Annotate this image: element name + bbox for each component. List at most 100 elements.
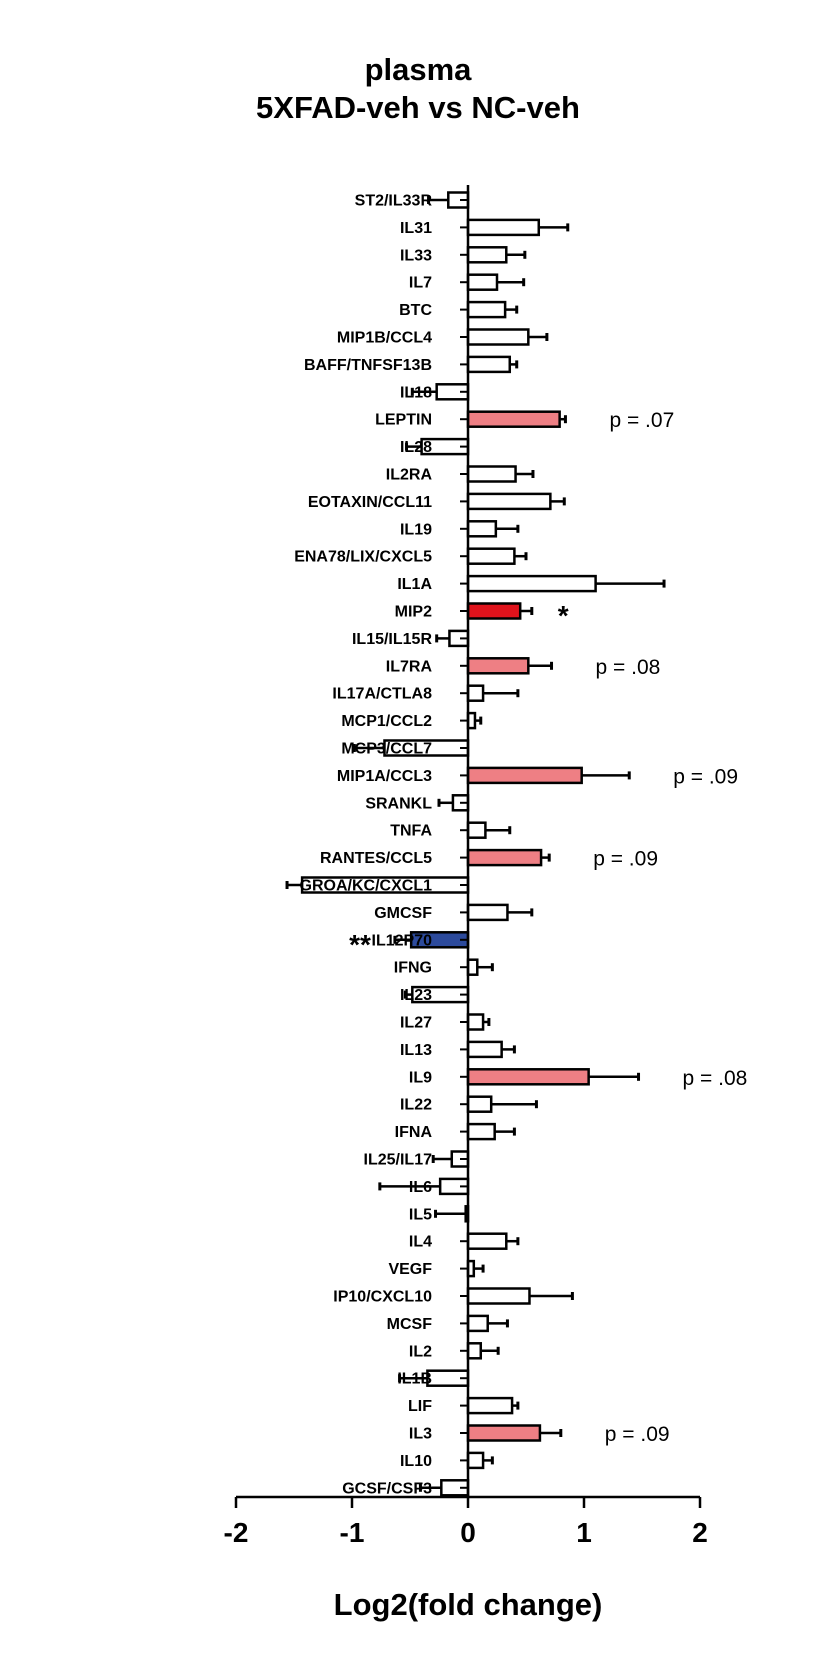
category-label-il12p70: IL12P70	[372, 932, 433, 949]
bar-baff-tnfsf13b	[466, 355, 512, 374]
category-label-mcp1-ccl2: MCP1/CCL2	[341, 713, 432, 730]
bar-mip1b-ccl4	[466, 328, 530, 346]
category-label-il33: IL33	[400, 247, 432, 264]
category-label-il9: IL9	[409, 1069, 432, 1086]
annotation-il7ra: p = .08	[596, 656, 661, 679]
axes-layer	[234, 185, 702, 1508]
category-label-ifng: IFNG	[394, 960, 432, 977]
bar-ifna	[466, 1122, 496, 1141]
bar-il19	[466, 520, 498, 538]
category-label-eotaxin-ccl11: EOTAXIN/CCL11	[308, 494, 432, 511]
bar-il4	[466, 1232, 508, 1250]
category-label-il7: IL7	[409, 275, 432, 292]
bar-il31	[466, 218, 541, 237]
bar-btc	[466, 300, 507, 319]
bar-ip10-cxcl10	[466, 1287, 531, 1305]
category-label-mcp3-ccl7: MCP3/CCL7	[341, 741, 432, 758]
labels-layer: ST2/IL33RIL31IL33IL7BTCMIP1B/CCL4BAFF/TN…	[224, 193, 748, 1549]
x-tick-label-minus-2: -2	[224, 1517, 249, 1548]
x-axis-title: Log2(fold change)	[334, 1587, 603, 1622]
bar-il7ra	[466, 657, 530, 675]
category-label-mip1a-ccl3: MIP1A/CCL3	[337, 768, 432, 785]
bar-mip2	[466, 602, 522, 620]
category-label-il28: IL28	[400, 439, 432, 456]
annotation-rantes-ccl5: p = .09	[593, 848, 658, 871]
bar-il2	[466, 1342, 483, 1360]
category-label-rantes-ccl5: RANTES/CCL5	[320, 850, 432, 867]
bar-mip1a-ccl3	[466, 766, 583, 785]
category-label-il15-il15r: IL15/IL15R	[352, 631, 432, 648]
category-label-st2-il33r: ST2/IL33R	[355, 193, 433, 210]
annotation-mip1a-ccl3: p = .09	[673, 765, 738, 788]
category-label-mip2: MIP2	[395, 604, 432, 621]
annotation-mip2: *	[558, 600, 569, 631]
category-label-il1b: IL1B	[397, 1371, 432, 1388]
bar-il10	[466, 1451, 485, 1470]
bar-il9	[466, 1068, 590, 1086]
category-label-il7ra: IL7RA	[386, 658, 433, 675]
category-label-mip1b-ccl4: MIP1B/CCL4	[337, 330, 432, 347]
category-label-baff-tnfsf13b: BAFF/TNFSF13B	[304, 357, 432, 374]
bar-leptin	[466, 410, 561, 428]
bar-tnfa	[466, 821, 487, 839]
bar-gmcsf	[466, 903, 509, 922]
bar-il13	[466, 1040, 503, 1059]
annotation-leptin: p = .07	[609, 409, 674, 432]
category-label-il13: IL13	[400, 1042, 432, 1059]
category-label-il19: IL19	[400, 521, 432, 538]
category-label-lif: LIF	[408, 1398, 432, 1415]
bar-ifng	[466, 958, 479, 976]
category-label-il4: IL4	[409, 1234, 432, 1251]
bar-mcsf	[466, 1314, 489, 1333]
chart-title: plasma	[364, 52, 472, 87]
x-tick-label-1: 1	[576, 1517, 592, 1548]
category-label-il18: IL18	[400, 384, 432, 401]
chart-subtitle: 5XFAD-veh vs NC-veh	[256, 90, 580, 125]
annotation-il3: p = .09	[605, 1423, 670, 1446]
category-label-il2: IL2	[409, 1343, 432, 1360]
category-label-il2ra: IL2RA	[386, 467, 433, 484]
category-label-il27: IL27	[400, 1015, 432, 1032]
category-label-il17a-ctla8: IL17A/CTLA8	[332, 686, 432, 703]
category-label-srankl: SRANKL	[365, 795, 432, 812]
category-label-ifna: IFNA	[395, 1124, 433, 1141]
category-label-gcsf-csf3: GCSF/CSF3	[342, 1480, 432, 1497]
category-label-il6: IL6	[409, 1179, 432, 1196]
category-label-groa-kc-cxcl1: GROA/KC/CXCL1	[300, 878, 433, 895]
bar-il1a	[466, 574, 597, 593]
annotation-il12p70: **	[349, 929, 371, 960]
bar-ena78-lix-cxcl5	[466, 547, 516, 565]
bar-rantes-ccl5	[466, 848, 543, 867]
category-label-il3: IL3	[409, 1426, 432, 1443]
category-label-tnfa: TNFA	[390, 823, 432, 840]
bar-il7	[466, 273, 499, 291]
category-label-ip10-cxcl10: IP10/CXCL10	[333, 1289, 432, 1306]
category-label-il5: IL5	[409, 1206, 432, 1223]
bar-eotaxin-ccl11	[466, 492, 552, 511]
category-label-gmcsf: GMCSF	[374, 905, 432, 922]
category-label-mcsf: MCSF	[387, 1316, 433, 1333]
annotation-il9: p = .08	[683, 1067, 748, 1090]
category-label-il22: IL22	[400, 1097, 432, 1114]
x-tick-label-2: 2	[692, 1517, 708, 1548]
bar-il3	[466, 1424, 542, 1442]
category-label-il31: IL31	[400, 220, 432, 237]
category-label-ena78-lix-cxcl5: ENA78/LIX/CXCL5	[294, 549, 432, 566]
bar-lif	[466, 1396, 514, 1415]
category-label-vegf: VEGF	[388, 1261, 432, 1278]
bar-il17a-ctla8	[466, 684, 485, 702]
category-label-il10: IL10	[400, 1453, 432, 1470]
category-label-il25-il17: IL25/IL17	[364, 1152, 433, 1169]
x-tick-label-minus-1: -1	[340, 1517, 365, 1548]
bar-il33	[466, 246, 508, 264]
bar-il27	[466, 1013, 485, 1031]
category-label-btc: BTC	[399, 302, 432, 319]
category-label-leptin: LEPTIN	[375, 412, 432, 429]
category-label-il1a: IL1A	[397, 576, 432, 593]
category-label-il23: IL23	[400, 987, 432, 1004]
bar-il22	[466, 1095, 493, 1113]
bar-il2ra	[466, 465, 517, 483]
x-tick-label-0: 0	[460, 1517, 476, 1548]
